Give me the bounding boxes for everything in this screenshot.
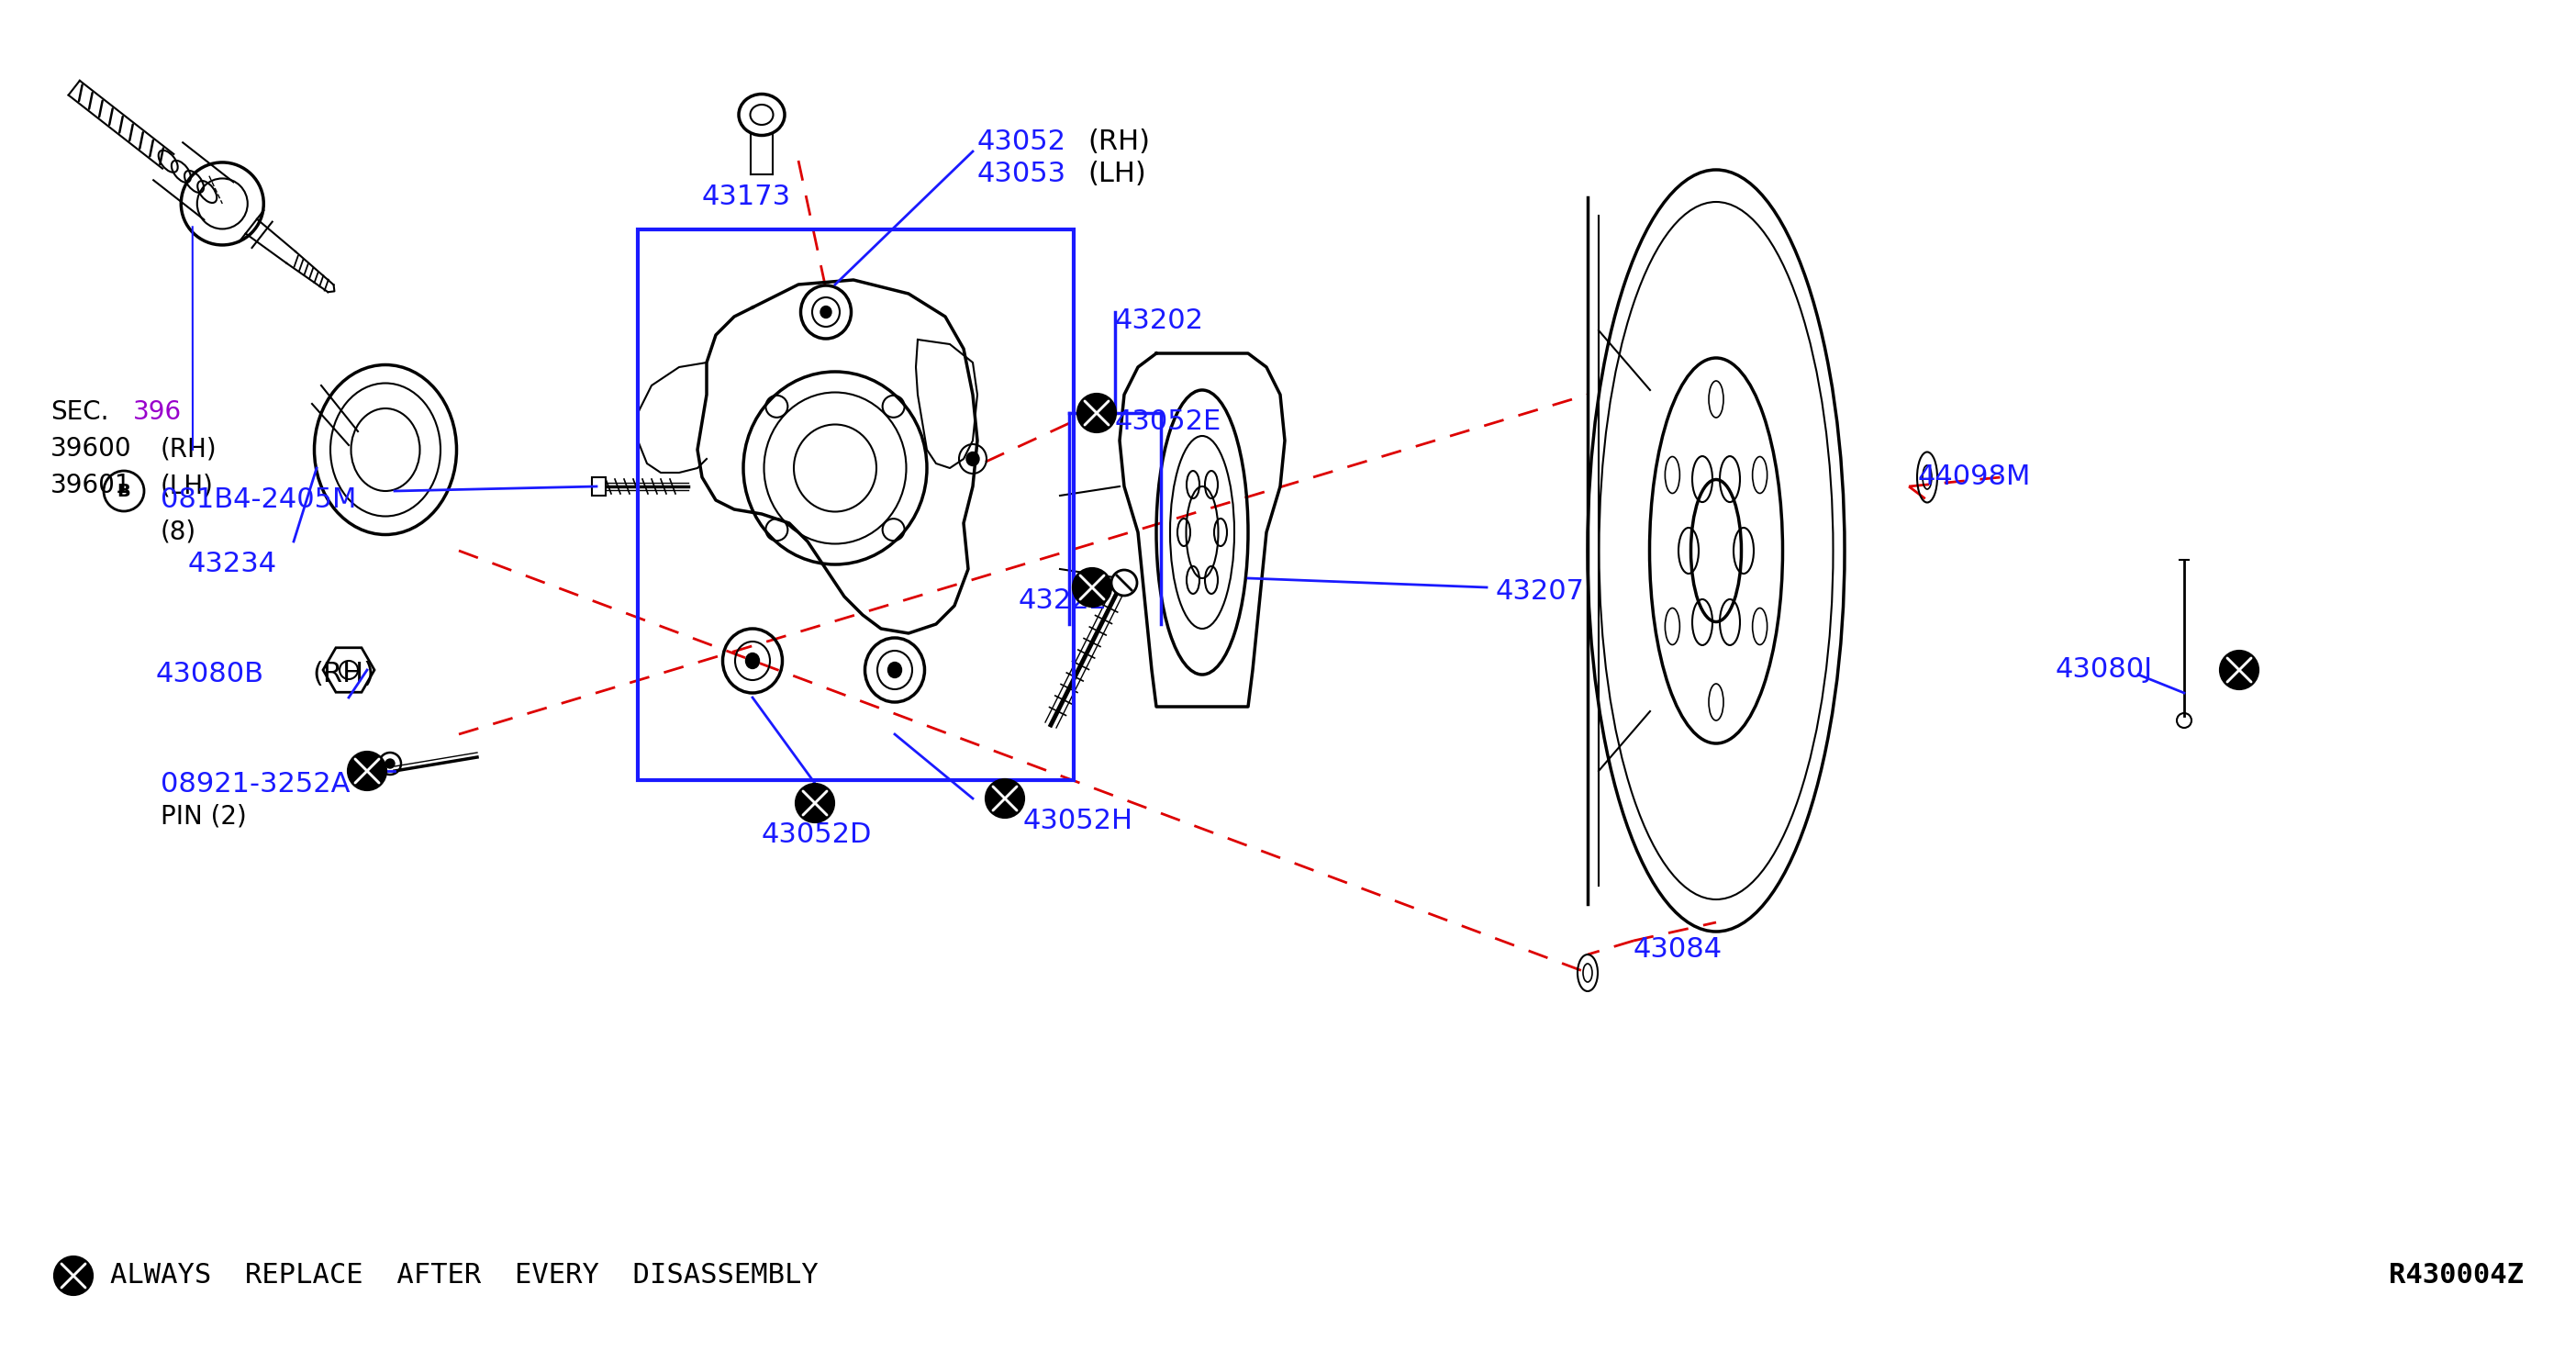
Ellipse shape (966, 452, 979, 466)
Circle shape (2221, 651, 2257, 688)
Circle shape (348, 753, 386, 790)
Circle shape (796, 785, 832, 821)
Text: 08921-3252A: 08921-3252A (160, 771, 350, 798)
Text: 43084: 43084 (1633, 936, 1723, 963)
Circle shape (1079, 395, 1115, 432)
Text: 43173: 43173 (703, 184, 791, 210)
Text: B: B (116, 482, 131, 500)
Bar (592, 477, 605, 496)
Text: 43080B: 43080B (157, 661, 265, 688)
Text: 39601: 39601 (52, 473, 131, 498)
Text: 43052H: 43052H (1023, 808, 1133, 835)
Text: 081B4-2405M: 081B4-2405M (160, 486, 355, 513)
Text: (RH): (RH) (160, 436, 216, 462)
Text: ALWAYS  REPLACE  AFTER  EVERY  DISASSEMBLY: ALWAYS REPLACE AFTER EVERY DISASSEMBLY (111, 1263, 819, 1288)
Text: 43207: 43207 (1497, 579, 1584, 605)
Text: 39600: 39600 (52, 436, 131, 462)
Ellipse shape (1110, 569, 1136, 595)
Circle shape (54, 1257, 93, 1294)
Text: (LH): (LH) (160, 473, 214, 498)
Text: 43053: 43053 (976, 161, 1066, 187)
Ellipse shape (889, 662, 902, 678)
Text: (RH): (RH) (1087, 128, 1149, 155)
Ellipse shape (819, 306, 832, 317)
Circle shape (1074, 569, 1110, 606)
Text: 44098M: 44098M (1919, 463, 2032, 490)
Text: 43052D: 43052D (762, 821, 873, 849)
Text: 43222: 43222 (1018, 587, 1108, 614)
Text: PIN (2): PIN (2) (160, 804, 247, 828)
Text: 43234: 43234 (188, 550, 278, 577)
Text: SEC.: SEC. (52, 399, 108, 425)
Text: 43052E: 43052E (1115, 409, 1221, 434)
Text: (8): (8) (160, 519, 196, 545)
Text: R430004Z: R430004Z (2388, 1263, 2524, 1288)
Text: 43080J: 43080J (2056, 656, 2154, 682)
Circle shape (386, 759, 394, 768)
Bar (639, 229, 1074, 780)
Text: (LH): (LH) (1087, 161, 1146, 187)
Text: 396: 396 (134, 399, 183, 425)
Text: (RH): (RH) (312, 661, 374, 688)
Text: 43052: 43052 (976, 128, 1066, 155)
Text: 43202: 43202 (1115, 308, 1203, 334)
Ellipse shape (744, 652, 760, 669)
Circle shape (987, 780, 1023, 817)
